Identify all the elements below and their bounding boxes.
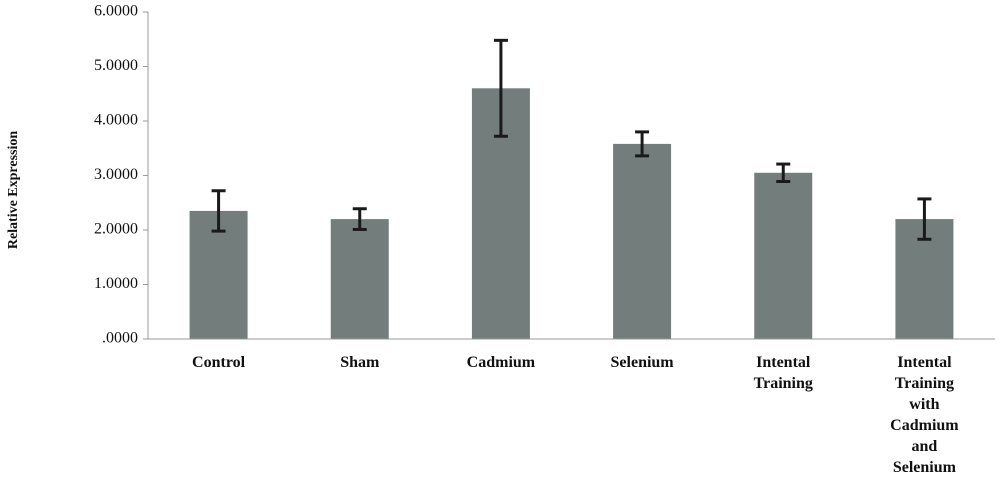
y-tick-label: 5.0000: [94, 57, 138, 74]
x-tick-label: Cadmium: [466, 354, 536, 371]
y-tick-label: .0000: [102, 330, 138, 347]
y-tick-label: 6.0000: [94, 3, 138, 20]
x-tick-label: Intental Training with Cadmium and Selen…: [890, 354, 959, 476]
x-tick-label: Control: [192, 354, 246, 371]
error-bar: [635, 130, 650, 158]
x-tick-label: Selenium: [610, 354, 674, 371]
error-bar: [776, 162, 791, 183]
y-tick-label: 4.0000: [94, 112, 138, 129]
error-bar: [493, 38, 508, 138]
error-bar: [211, 189, 226, 233]
bar: [330, 219, 389, 339]
error-bar: [352, 207, 367, 231]
bar: [613, 143, 672, 339]
y-tick-label: 3.0000: [94, 166, 138, 183]
y-tick-label: 2.0000: [94, 221, 138, 238]
y-axis-label: Relative Expression: [6, 131, 21, 250]
error-bar: [917, 197, 932, 241]
y-tick-label: 1.0000: [94, 275, 138, 292]
x-tick-label: Intental Training: [753, 354, 813, 392]
bar: [754, 172, 813, 339]
x-tick-label: Sham: [340, 354, 380, 371]
